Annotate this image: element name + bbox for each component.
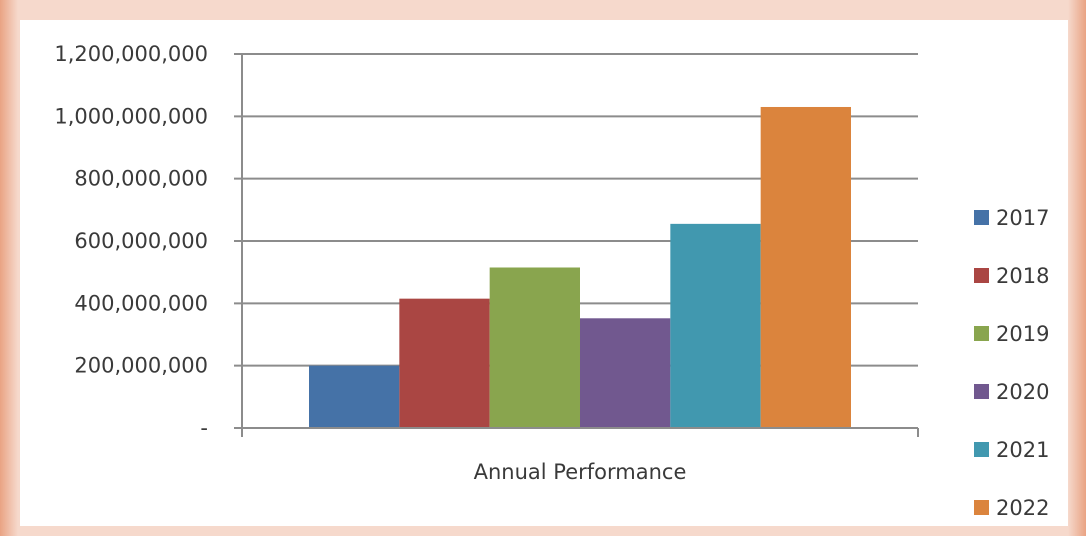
legend-label-2018: 2018	[996, 264, 1049, 288]
x-axis-title: Annual Performance	[474, 460, 687, 484]
axes	[234, 54, 919, 437]
bar-2022	[760, 106, 851, 428]
y-tick-label: 1,000,000,000	[54, 104, 208, 128]
bar-2017	[309, 365, 400, 428]
y-tick-label: 800,000,000	[74, 167, 208, 191]
legend-swatch-2020	[974, 384, 989, 399]
bar-2021	[670, 223, 761, 428]
legend-label-2017: 2017	[996, 206, 1049, 230]
legend-label-2021: 2021	[996, 438, 1049, 462]
legend-swatch-2018	[974, 268, 989, 283]
y-tick-label: 600,000,000	[74, 229, 208, 253]
legend-swatch-2017	[974, 210, 989, 225]
bars	[309, 106, 851, 428]
bar-2018	[399, 298, 490, 428]
y-tick-label: 1,200,000,000	[54, 42, 208, 66]
y-tick-label: -	[200, 416, 208, 440]
legend-swatch-2019	[974, 326, 989, 341]
y-tick-labels: - 200,000,000 400,000,000 600,000,000 800,00…	[54, 42, 208, 440]
legend: 2017 2018 2019 2020 2021 2022	[974, 206, 1049, 520]
bar-chart: - 200,000,000 400,000,000 600,000,000 800,00…	[54, 42, 1049, 520]
chart-card: - 200,000,000 400,000,000 600,000,000 800,00…	[20, 20, 1068, 526]
legend-label-2022: 2022	[996, 496, 1049, 520]
legend-label-2019: 2019	[996, 322, 1049, 346]
legend-swatch-2022	[974, 500, 989, 515]
bar-2020	[580, 318, 671, 428]
y-tick-label: 200,000,000	[74, 354, 208, 378]
legend-swatch-2021	[974, 442, 989, 457]
y-tick-label: 400,000,000	[74, 291, 208, 315]
bar-2019	[489, 267, 580, 428]
legend-label-2020: 2020	[996, 380, 1049, 404]
